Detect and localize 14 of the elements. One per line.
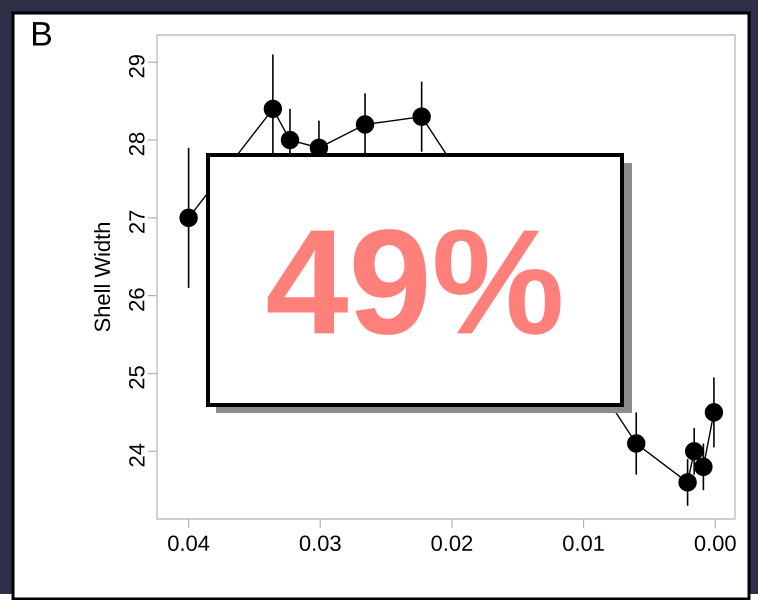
x-tick-label: 0.00 xyxy=(694,535,736,551)
x-tick-label: 0.03 xyxy=(300,535,341,551)
y-tick-label: 24 xyxy=(129,444,144,466)
x-tick-label: 0.04 xyxy=(168,535,210,551)
x-tick-label: 0.01 xyxy=(563,535,604,551)
x-tick-label: 0.02 xyxy=(431,535,472,551)
annotation: 49% xyxy=(268,228,561,335)
y-tick-label: 29 xyxy=(128,54,144,78)
y-tick-label: 25 xyxy=(128,366,144,388)
y-axis-title: Shell Width xyxy=(94,222,110,332)
y-tick-label: 26 xyxy=(128,288,144,311)
chart-title: B xyxy=(32,22,52,46)
y-tick-label: 27 xyxy=(129,210,144,233)
y-tick-label: 28 xyxy=(128,132,144,155)
